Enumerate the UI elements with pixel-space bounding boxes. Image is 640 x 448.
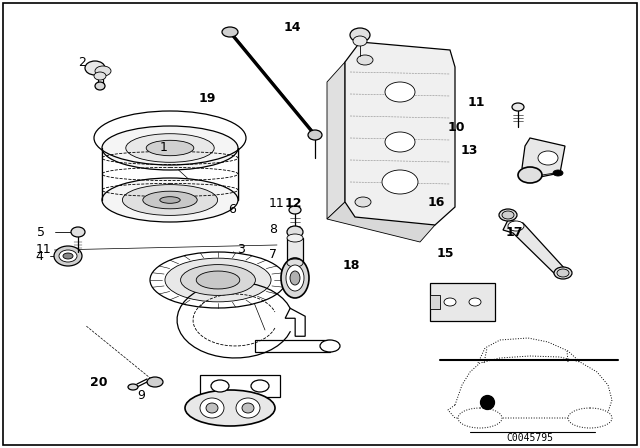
Ellipse shape xyxy=(251,380,269,392)
Polygon shape xyxy=(285,308,305,336)
Ellipse shape xyxy=(499,209,517,221)
Ellipse shape xyxy=(350,28,370,42)
Ellipse shape xyxy=(165,258,271,302)
Text: C0045795: C0045795 xyxy=(506,433,554,443)
Ellipse shape xyxy=(180,265,255,295)
Text: 15: 15 xyxy=(436,246,454,260)
Text: 14: 14 xyxy=(284,21,301,34)
Ellipse shape xyxy=(160,197,180,203)
Ellipse shape xyxy=(200,398,224,418)
Text: 4: 4 xyxy=(35,250,43,263)
Ellipse shape xyxy=(59,250,77,262)
Bar xyxy=(430,295,440,309)
Text: 17: 17 xyxy=(506,225,523,239)
Bar xyxy=(430,283,495,321)
Ellipse shape xyxy=(211,380,229,392)
Text: 11: 11 xyxy=(269,197,285,211)
Text: 8: 8 xyxy=(269,223,277,236)
Ellipse shape xyxy=(143,191,197,209)
Ellipse shape xyxy=(206,403,218,413)
Ellipse shape xyxy=(147,377,163,387)
Ellipse shape xyxy=(308,130,322,140)
Ellipse shape xyxy=(538,151,558,165)
Text: 6: 6 xyxy=(228,203,236,216)
Ellipse shape xyxy=(94,72,106,80)
Ellipse shape xyxy=(444,298,456,306)
Text: 9: 9 xyxy=(138,389,145,402)
Text: 11: 11 xyxy=(467,95,484,109)
Ellipse shape xyxy=(128,384,138,390)
Ellipse shape xyxy=(126,134,214,162)
Ellipse shape xyxy=(508,221,524,231)
Ellipse shape xyxy=(196,271,240,289)
Ellipse shape xyxy=(320,340,340,352)
Ellipse shape xyxy=(287,234,303,242)
Text: 10: 10 xyxy=(448,121,465,134)
Ellipse shape xyxy=(353,36,367,46)
Ellipse shape xyxy=(102,178,238,222)
Polygon shape xyxy=(503,220,566,277)
Ellipse shape xyxy=(85,61,105,75)
Text: 5: 5 xyxy=(37,225,45,238)
Text: 18: 18 xyxy=(342,258,360,272)
Ellipse shape xyxy=(95,82,105,90)
Ellipse shape xyxy=(281,258,309,298)
Ellipse shape xyxy=(286,265,304,291)
Ellipse shape xyxy=(469,298,481,306)
Polygon shape xyxy=(522,138,565,178)
Polygon shape xyxy=(345,42,455,225)
Ellipse shape xyxy=(63,253,73,259)
Ellipse shape xyxy=(185,390,275,426)
Ellipse shape xyxy=(54,246,82,266)
Ellipse shape xyxy=(502,211,514,219)
Ellipse shape xyxy=(290,271,300,285)
Ellipse shape xyxy=(242,403,254,413)
Text: 2: 2 xyxy=(78,56,86,69)
Ellipse shape xyxy=(357,55,373,65)
Polygon shape xyxy=(327,202,435,242)
Ellipse shape xyxy=(458,408,502,428)
Ellipse shape xyxy=(568,408,612,428)
Ellipse shape xyxy=(222,27,238,37)
Ellipse shape xyxy=(287,259,303,267)
Text: 16: 16 xyxy=(428,196,445,209)
Ellipse shape xyxy=(289,206,301,214)
Bar xyxy=(102,148,238,200)
Ellipse shape xyxy=(102,126,238,170)
Polygon shape xyxy=(327,62,345,219)
Text: 20: 20 xyxy=(90,375,108,388)
Ellipse shape xyxy=(95,66,111,76)
Bar xyxy=(287,238,303,263)
Text: 12: 12 xyxy=(285,197,302,211)
Ellipse shape xyxy=(122,185,218,215)
Ellipse shape xyxy=(150,252,286,308)
Text: 1: 1 xyxy=(160,141,168,155)
Ellipse shape xyxy=(385,132,415,152)
Text: 7: 7 xyxy=(269,248,277,261)
Bar xyxy=(200,375,280,397)
Text: 3: 3 xyxy=(237,243,244,257)
Ellipse shape xyxy=(512,103,524,111)
Ellipse shape xyxy=(382,170,418,194)
Ellipse shape xyxy=(557,269,569,277)
Ellipse shape xyxy=(236,398,260,418)
Ellipse shape xyxy=(146,140,194,156)
Ellipse shape xyxy=(385,82,415,102)
Ellipse shape xyxy=(71,227,85,237)
Ellipse shape xyxy=(355,197,371,207)
Ellipse shape xyxy=(287,226,303,238)
Ellipse shape xyxy=(554,267,572,279)
Text: 11: 11 xyxy=(35,243,51,257)
Ellipse shape xyxy=(553,170,563,176)
Ellipse shape xyxy=(518,167,542,183)
Bar xyxy=(255,340,330,352)
Text: 19: 19 xyxy=(198,92,216,105)
Text: 13: 13 xyxy=(461,144,478,157)
